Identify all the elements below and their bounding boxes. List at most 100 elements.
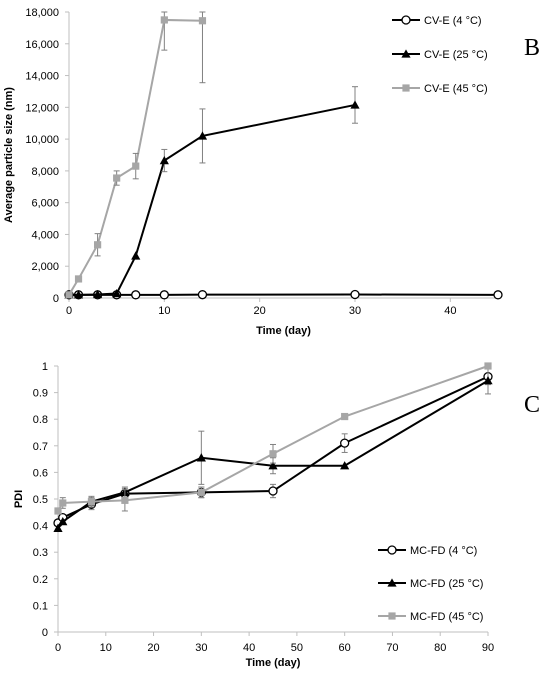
- data-point: [198, 17, 207, 25]
- data-point: [53, 523, 63, 532]
- x-tick-label: 80: [434, 642, 446, 654]
- x-tick-label: 40: [444, 305, 456, 317]
- y-tick-label: 0.8: [33, 414, 48, 426]
- data-point: [113, 174, 121, 182]
- series-line: [57, 375, 489, 524]
- data-point: [268, 461, 278, 470]
- series-1: [53, 366, 493, 532]
- data-point: [160, 16, 168, 24]
- data-point: [493, 290, 503, 300]
- panel-label: C: [524, 392, 540, 418]
- x-tick-label: 10: [158, 305, 170, 317]
- data-point: [159, 290, 169, 300]
- y-tick-label: 0: [42, 627, 48, 639]
- data-point: [341, 412, 349, 421]
- data-point: [197, 488, 205, 496]
- data-point: [196, 453, 206, 462]
- y-tick-label: 2,000: [31, 261, 59, 273]
- y-tick-label: 16,000: [25, 39, 59, 51]
- y-tick-label: 10,000: [25, 134, 59, 146]
- legend-label: CV-E (4 °C): [424, 15, 482, 27]
- legend-marker: [401, 49, 411, 58]
- x-tick-label: 0: [66, 305, 72, 317]
- legend-entry-1: CV-E (25 °C): [392, 49, 488, 61]
- legend-label: MC-FD (25 °C): [410, 578, 483, 590]
- data-point: [87, 498, 96, 506]
- x-tick-label: 20: [147, 642, 159, 654]
- x-axis-title: Time (day): [246, 657, 301, 669]
- series-line: [57, 365, 489, 512]
- series-line: [69, 103, 356, 296]
- data-point: [131, 251, 141, 260]
- legend-entry-2: MC-FD (45 °C): [378, 611, 483, 623]
- data-point: [59, 499, 67, 507]
- legend-label: CV-E (45 °C): [424, 83, 488, 95]
- legend-entry-1: MC-FD (25 °C): [378, 578, 483, 590]
- series-2: [54, 362, 492, 515]
- x-tick-label: 70: [386, 642, 398, 654]
- data-point: [132, 162, 140, 170]
- legend-entry-0: CV-E (4 °C): [392, 15, 482, 27]
- y-axis-title: Average particle size (nm): [3, 87, 15, 223]
- data-point: [93, 289, 103, 299]
- data-point: [121, 496, 129, 504]
- legend-label: CV-E (25 °C): [424, 49, 488, 61]
- x-tick-label: 0: [55, 642, 61, 654]
- data-point: [159, 155, 169, 165]
- y-tick-label: 0.9: [33, 388, 48, 400]
- legend-marker: [401, 15, 411, 25]
- series-line: [57, 379, 489, 529]
- data-point: [197, 131, 208, 140]
- data-point: [73, 290, 84, 299]
- y-tick-label: 18,000: [25, 7, 59, 19]
- data-point: [94, 241, 102, 249]
- x-tick-label: 40: [243, 642, 255, 654]
- data-point: [58, 517, 68, 526]
- y-tick-label: 0.2: [33, 574, 48, 586]
- x-tick-label: 60: [339, 642, 351, 654]
- y-tick-label: 0.1: [33, 600, 48, 612]
- legend-label: MC-FD (4 °C): [410, 545, 477, 557]
- y-tick-label: 6,000: [31, 198, 59, 210]
- legend-label: MC-FD (45 °C): [410, 611, 483, 623]
- y-tick-label: 8,000: [31, 166, 59, 178]
- legend-marker: [387, 578, 397, 587]
- y-tick-label: 0: [53, 293, 59, 305]
- data-point: [340, 438, 350, 448]
- y-tick-label: 0.5: [33, 494, 48, 506]
- data-point: [112, 288, 122, 298]
- y-tick-label: 0.4: [33, 521, 48, 533]
- y-tick-label: 4,000: [31, 229, 59, 241]
- chart-panel-b: 0 2,000 4,000 6,000 8,000 10,000 12,000 14,000 1…: [3, 7, 540, 337]
- data-point: [268, 486, 278, 496]
- x-tick-label: 30: [349, 305, 361, 317]
- y-tick-label: 14,000: [25, 71, 59, 83]
- y-axis-title: PDI: [13, 490, 25, 508]
- data-point: [483, 376, 493, 385]
- chart-panel-c: 00.10.20.30.40.50.60.70.80.910 10 20 30 40 50…: [13, 361, 540, 669]
- legend-entry-2: CV-E (45 °C): [392, 83, 488, 95]
- data-point: [340, 461, 350, 470]
- x-tick-label: 20: [254, 305, 266, 317]
- data-point: [269, 450, 277, 458]
- panel-label: B: [524, 35, 540, 61]
- legend-marker: [387, 545, 397, 555]
- data-point: [65, 291, 73, 299]
- legend-entry-0: MC-FD (4 °C): [378, 545, 477, 557]
- y-tick-label: 12,000: [25, 102, 59, 114]
- data-point: [484, 362, 492, 370]
- data-point: [350, 100, 360, 109]
- series-2: [65, 11, 207, 299]
- data-point: [197, 290, 208, 300]
- y-tick-label: 0.6: [33, 467, 48, 479]
- data-point: [54, 507, 62, 515]
- series-1: [64, 86, 360, 299]
- data-point: [131, 290, 141, 300]
- y-tick-label: 1: [42, 361, 48, 373]
- x-tick-label: 10: [100, 642, 112, 654]
- x-tick-label: 90: [482, 642, 494, 654]
- data-point: [74, 275, 83, 283]
- y-tick-label: 0.3: [33, 547, 48, 559]
- x-tick-label: 30: [195, 642, 207, 654]
